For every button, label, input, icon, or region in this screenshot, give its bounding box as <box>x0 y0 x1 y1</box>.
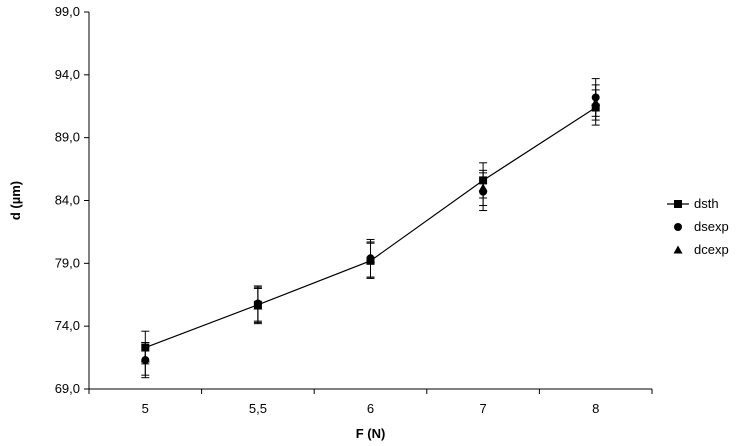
x-tick-label-2: 6 <box>367 401 374 416</box>
series-line-dsth <box>145 107 597 349</box>
series-dsexp <box>141 78 600 379</box>
point-dsth-2 <box>366 256 375 265</box>
x-tick-label-3: 7 <box>479 401 486 416</box>
legend-label-0: dsth <box>694 196 719 211</box>
plot-area <box>140 78 601 379</box>
point-dsth-0 <box>141 343 150 352</box>
legend-marker-dsth <box>674 200 682 208</box>
y-tick-label-2: 79,0 <box>55 255 80 270</box>
legend-marker-dsexp <box>674 223 682 231</box>
point-dsth-3 <box>479 176 488 185</box>
y-tick-labels: 69,0 74,0 79,0 84,0 89,0 94,0 99,0 <box>55 4 80 396</box>
y-axis-title: d (µm) <box>8 181 23 220</box>
series-dcexp <box>140 84 601 376</box>
x-tick-label-0: 5 <box>142 401 149 416</box>
legend-marker-dcexp <box>673 245 683 254</box>
legend-label-1: dsexp <box>694 219 729 234</box>
y-tick-label-3: 84,0 <box>55 193 80 208</box>
y-tick-label-4: 89,0 <box>55 130 80 145</box>
legend-item-2: dcexp <box>673 242 729 257</box>
x-tick-label-1: 5,5 <box>249 401 267 416</box>
y-tick-label-0: 69,0 <box>55 381 80 396</box>
y-tick-label-1: 74,0 <box>55 318 80 333</box>
series-dsth <box>141 89 600 365</box>
y-tick-label-6: 99,0 <box>55 4 80 19</box>
point-dsth-4 <box>591 103 600 112</box>
x-axis-title: F (N) <box>356 426 386 441</box>
point-dsth-1 <box>253 300 262 309</box>
y-tick-label-5: 94,0 <box>55 67 80 82</box>
x-axis <box>88 388 653 394</box>
x-tick-label-4: 8 <box>592 401 599 416</box>
x-tick-labels: 5 5,5 6 7 8 <box>142 401 600 416</box>
y-axis <box>84 11 90 390</box>
legend-label-2: dcexp <box>694 242 729 257</box>
legend: dsth dsexp dcexp <box>667 196 729 257</box>
legend-item-1: dsexp <box>674 219 729 234</box>
legend-item-0: dsth <box>667 196 719 211</box>
